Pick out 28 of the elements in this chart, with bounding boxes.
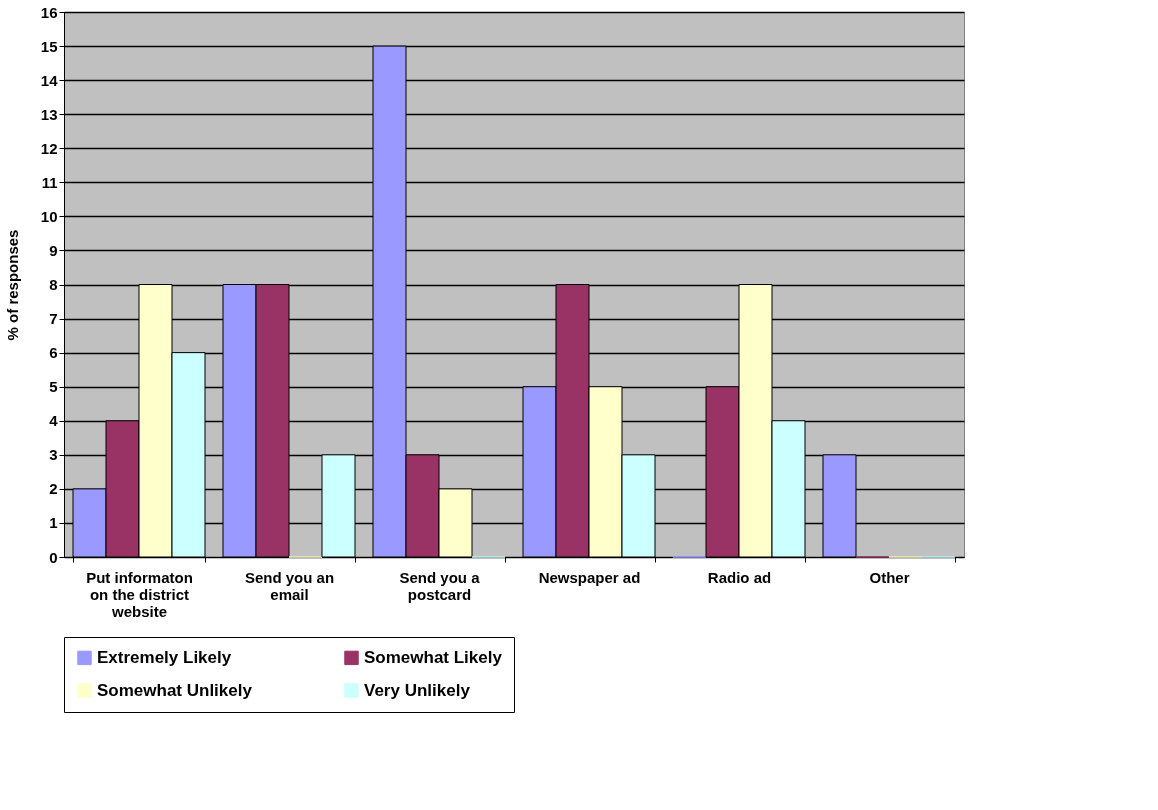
- y-tick-label: 4: [49, 412, 59, 430]
- y-tick-label: 14: [40, 71, 59, 89]
- x-tick-label: Radio ad: [707, 568, 772, 586]
- y-tick-label: 11: [41, 173, 58, 191]
- y-tick-label: 6: [49, 344, 58, 362]
- legend-label: Extremely Likely: [97, 647, 232, 667]
- legend-label: Very Unlikely: [364, 680, 471, 700]
- y-tick-label: 15: [40, 37, 58, 55]
- y-tick-label: 12: [40, 139, 58, 157]
- y-tick-label: 8: [49, 276, 58, 293]
- y-tick-label: 2: [49, 480, 58, 498]
- legend-label: Somewhat Unlikely: [97, 680, 253, 700]
- y-tick-label: 0: [49, 548, 58, 566]
- y-axis-title: % of responses: [3, 229, 21, 341]
- y-tick-label: 1: [49, 514, 58, 532]
- x-tick-label: Send you an email: [244, 568, 335, 603]
- x-tick-label: Put informaton on the district website: [86, 568, 193, 620]
- x-tick-label: Send you a postcard: [399, 568, 481, 603]
- y-tick-label: 5: [49, 378, 58, 396]
- y-tick-label: 10: [40, 207, 58, 225]
- y-tick-label: 7: [49, 310, 58, 328]
- legend-label: Somewhat Likely: [364, 647, 503, 667]
- y-tick-label: 9: [49, 241, 58, 259]
- y-tick-label: 3: [49, 446, 58, 464]
- y-tick-label: 13: [40, 105, 58, 123]
- x-tick-label: Other: [869, 568, 910, 586]
- y-tick-label: 16: [40, 3, 58, 21]
- x-tick-label: Newspaper ad: [538, 568, 641, 586]
